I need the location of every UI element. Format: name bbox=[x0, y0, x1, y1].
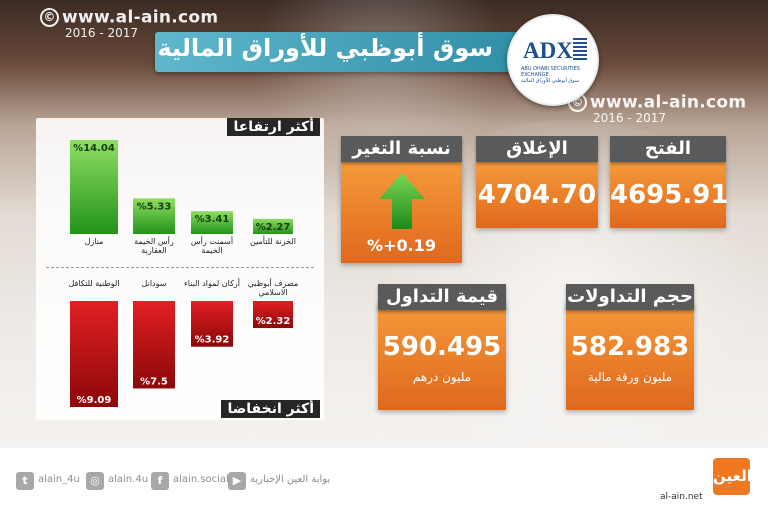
up-arrow-icon bbox=[379, 173, 425, 229]
title-bar: سوق أبوظبي للأوراق المالية bbox=[155, 32, 535, 72]
twitter-icon[interactable]: t bbox=[16, 472, 34, 490]
gain-value-label-3: %2.27 bbox=[256, 222, 291, 233]
loss-bar-2 bbox=[191, 301, 233, 347]
open-card: الفتح 4695.91 bbox=[610, 136, 729, 228]
turnover-label: قيمة التداول bbox=[378, 284, 506, 310]
loss-category-label-0: الوطنية للتكافل bbox=[68, 279, 120, 288]
gain-category-label-1: رأس الخيمة العقارية bbox=[134, 237, 174, 256]
gain-value-label-0: %14.04 bbox=[73, 143, 115, 154]
gain-category-label-0: منازل bbox=[84, 237, 104, 246]
al-ain-logo[interactable]: العين bbox=[713, 458, 752, 495]
top-gainers-title: أكثر ارتفاعا bbox=[227, 118, 320, 136]
turnover-unit: مليون درهم bbox=[412, 370, 472, 384]
site-url[interactable]: al-ain.net bbox=[660, 492, 703, 502]
panel-divider bbox=[46, 267, 314, 268]
loss-value-label-2: %3.92 bbox=[195, 335, 230, 346]
gain-bar-1 bbox=[133, 198, 175, 234]
instagram-handle[interactable]: alain.4u bbox=[108, 474, 149, 485]
change-card: نسبة التغير %+0.19 bbox=[341, 136, 462, 263]
loss-category-label-2: أركان لمواد البناء bbox=[184, 279, 240, 288]
watermark-top: © www.al-ain.com 2016 - 2017 bbox=[40, 8, 218, 40]
close-value: 4704.70 bbox=[477, 180, 597, 210]
facebook-icon[interactable]: f bbox=[151, 472, 169, 490]
gain-value-label-1: %5.33 bbox=[137, 201, 172, 212]
gain-bar-3 bbox=[253, 218, 293, 234]
gain-bar-0 bbox=[70, 140, 118, 234]
loss-value-label-3: %2.32 bbox=[256, 316, 291, 327]
change-label: نسبة التغير bbox=[341, 136, 462, 162]
facebook-handle[interactable]: alain.social bbox=[173, 474, 229, 485]
gain-category-label-3: الخزنة للتأمين bbox=[249, 237, 297, 246]
close-label: الإغلاق bbox=[476, 136, 598, 162]
twitter-handle[interactable]: alain_4u bbox=[38, 474, 80, 485]
gain-category-label-2: أسمنت رأس الخيمة bbox=[190, 237, 234, 256]
loss-value-label-0: %9.09 bbox=[77, 395, 112, 406]
loss-category-label-3: مصرف أبوظبي الاسلامي bbox=[247, 279, 299, 298]
volume-value: 582.983 bbox=[570, 332, 690, 362]
volume-label: حجم التداولات bbox=[566, 284, 694, 310]
change-value: %+0.19 bbox=[367, 236, 436, 255]
turnover-value: 590.495 bbox=[382, 332, 502, 362]
volume-card: حجم التداولات 582.983 مليون ورقة مالية bbox=[566, 284, 694, 410]
gain-bar-2 bbox=[191, 211, 233, 234]
top-losers-title: أكثر انخفاضا bbox=[221, 400, 320, 418]
loss-value-label-1: %7.5 bbox=[140, 376, 168, 387]
loss-bar-3 bbox=[253, 301, 293, 329]
gain-value-label-2: %3.41 bbox=[195, 214, 230, 225]
close-card: الإغلاق 4704.70 bbox=[476, 136, 598, 228]
instagram-icon[interactable]: ◎ bbox=[86, 472, 104, 490]
youtube-icon[interactable]: ▶ bbox=[228, 472, 246, 490]
youtube-handle[interactable]: بوابة العين الإخبارية bbox=[250, 474, 331, 485]
loss-bar-0 bbox=[70, 301, 118, 407]
turnover-card: قيمة التداول 590.495 مليون درهم bbox=[378, 284, 506, 410]
volume-unit: مليون ورقة مالية bbox=[587, 370, 673, 384]
adx-logo: ADX ABU DHABI SECURITIES EXCHANGE سوق أب… bbox=[507, 14, 599, 106]
open-label: الفتح bbox=[610, 136, 726, 162]
page-title: سوق أبوظبي للأوراق المالية bbox=[157, 34, 494, 62]
footer bbox=[0, 448, 768, 511]
loss-bar-1 bbox=[133, 301, 175, 389]
loss-category-label-1: سودانل bbox=[141, 279, 167, 288]
open-value: 4695.91 bbox=[610, 180, 729, 210]
